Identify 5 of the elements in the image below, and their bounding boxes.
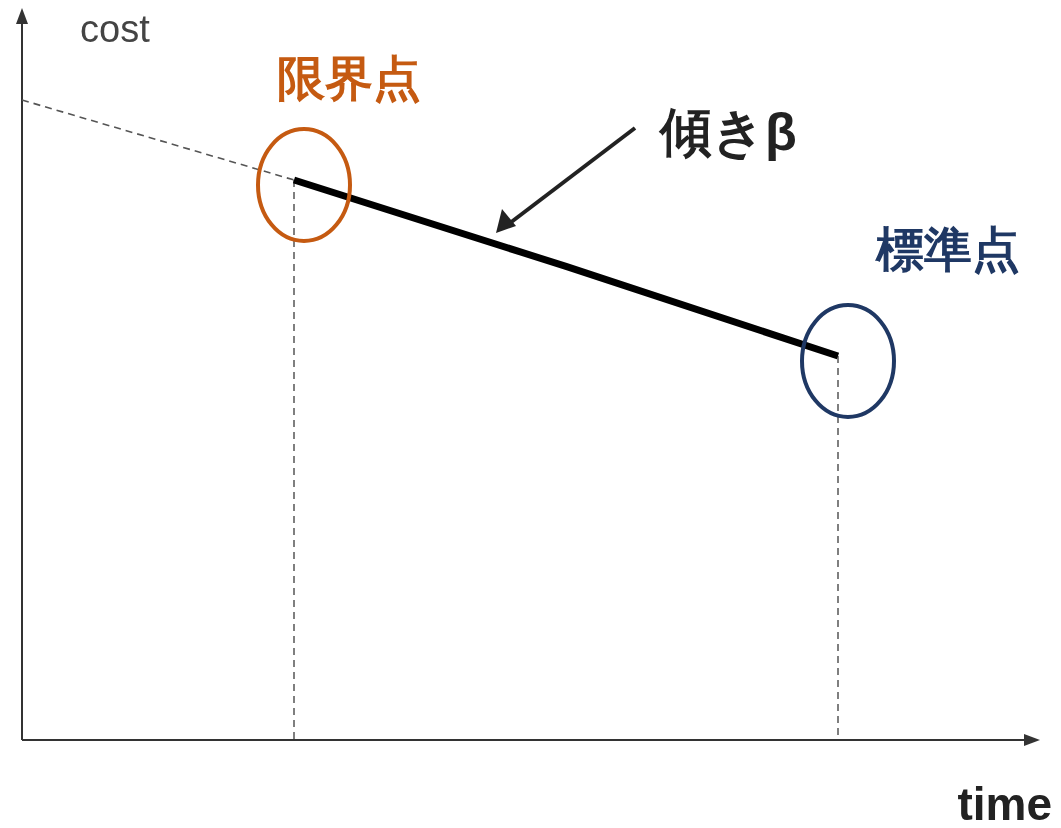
annotation: 限界点 (277, 52, 421, 105)
annotation: 標準点 (874, 223, 1020, 276)
annotation: 傾きβ (658, 103, 797, 161)
y-axis-title: cost (80, 8, 151, 50)
x-axis-title: time (957, 778, 1052, 828)
